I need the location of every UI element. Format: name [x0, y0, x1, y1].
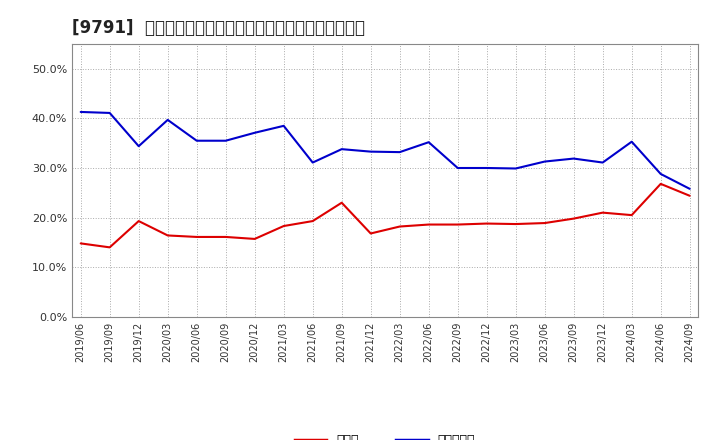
Legend: 現預金, 有利子負債: 現預金, 有利子負債 [295, 434, 475, 440]
Text: [9791]  現預金、有利子負債の総資産に対する比率の推移: [9791] 現預金、有利子負債の総資産に対する比率の推移 [72, 19, 365, 37]
